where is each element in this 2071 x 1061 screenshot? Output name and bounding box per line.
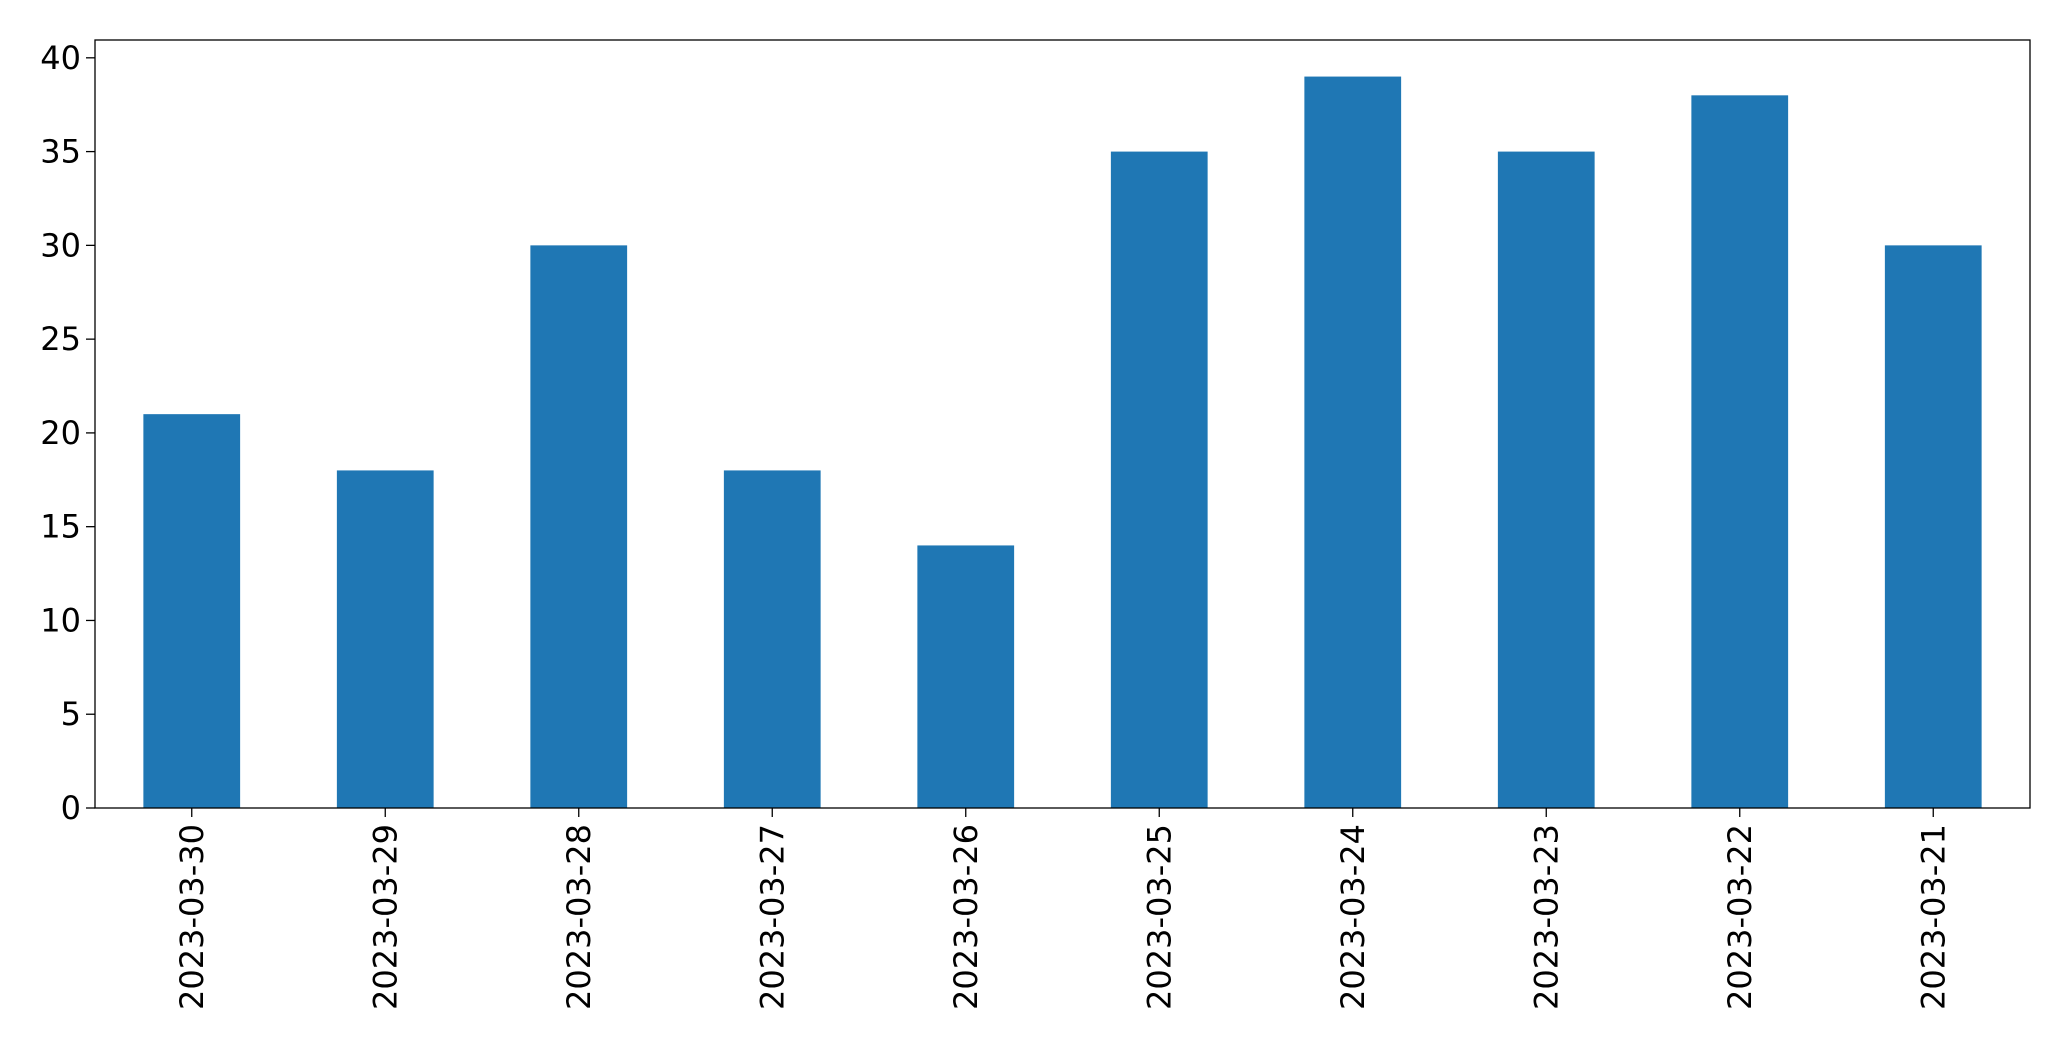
bar [530,245,628,808]
x-tick-label: 2023-03-22 [1721,824,1759,1010]
y-tick-label: 35 [40,133,81,171]
x-tick-label: 2023-03-28 [560,824,598,1010]
bar [1691,95,1789,809]
y-tick-label: 40 [40,39,81,77]
x-tick-label: 2023-03-30 [173,824,211,1010]
y-tick-label: 15 [40,508,81,546]
bar [1304,76,1402,809]
bar [917,545,1015,808]
y-tick-label: 20 [40,414,81,452]
y-tick-label: 30 [40,226,81,264]
y-tick-label: 25 [40,320,81,358]
bar [336,470,434,808]
x-tick-label: 2023-03-29 [366,824,404,1010]
bar [1110,151,1208,809]
bar [1497,151,1595,809]
x-tick-label: 2023-03-23 [1527,824,1565,1010]
y-tick-label: 5 [61,695,81,733]
x-tick-label: 2023-03-26 [947,824,985,1010]
x-tick-label: 2023-03-21 [1914,824,1952,1010]
x-tick-label: 2023-03-27 [753,824,791,1010]
bar [723,470,821,808]
plot-frame [94,39,2031,809]
bar [143,414,241,808]
y-tick-label: 0 [61,789,81,827]
y-tick-label: 10 [40,601,81,639]
x-tick-label: 2023-03-25 [1140,824,1178,1010]
x-tick-label: 2023-03-24 [1334,824,1372,1010]
bar [1884,245,1982,808]
